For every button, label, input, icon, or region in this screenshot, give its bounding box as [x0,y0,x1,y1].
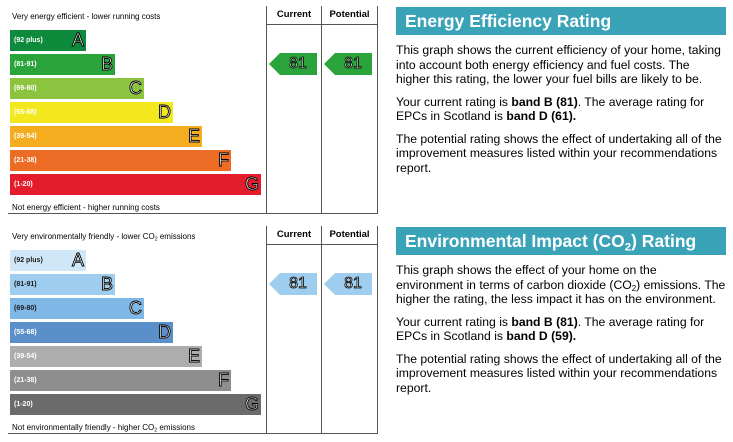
band-letter: B [100,274,114,295]
rating-bar-b: (81-91) B [10,274,115,295]
band-range: (69-80) [14,85,37,92]
env-paragraph-1: This graph shows the effect of your home… [396,263,726,306]
rating-bar-f: (21-38) F [10,150,231,171]
band-letter: C [129,298,143,319]
band-range: (21-38) [14,157,37,164]
env-paragraph-3: The potential rating shows the effect of… [396,351,722,395]
band-range: (92 plus) [14,257,43,264]
arrow-shape-icon [324,53,372,75]
env-heading: Environmental Impact (CO2) Rating [396,227,726,255]
environmental-impact-chart: Current Potential Very environmentally f… [8,226,378,434]
potential-column [321,6,378,214]
potential-column [321,226,378,434]
current-rating-arrow: 81 [269,273,317,295]
band-range: (39-54) [14,133,37,140]
top-label: Very energy efficient - lower running co… [12,12,161,21]
band-letter: G [244,174,260,195]
band-range: (81-91) [14,281,37,288]
band-letter: B [100,54,114,75]
arrow-shape-icon [269,53,317,75]
bottom-label: Not environmentally friendly - higher CO… [12,423,195,434]
band-range: (39-54) [14,353,37,360]
potential-rating-value: 81 [344,275,363,293]
band-letter: D [158,322,172,343]
env-text-panel: Environmental Impact (CO2) Rating This g… [396,227,726,395]
rating-bar-f: (21-38) F [10,370,231,391]
energy-paragraph-1: This graph shows the current efficiency … [396,43,721,86]
energy-efficiency-chart: Current Potential Very energy efficient … [8,6,378,214]
band-letter: E [187,346,201,367]
band-range: (92 plus) [14,37,43,44]
rating-bar-e: (39-54) E [10,126,202,147]
band-letter: C [129,78,143,99]
band-letter: A [71,30,85,51]
potential-header: Potential [322,6,377,25]
energy-text-panel: Energy Efficiency Rating This graph show… [396,7,726,175]
arrow-shape-icon [269,273,317,295]
band-range: (21-38) [14,377,37,384]
rating-bar-g: (1-20) G [10,174,261,195]
band-letter: A [71,250,85,271]
env-paragraph-2: Your current rating is band B (81). The … [396,314,705,344]
energy-paragraph-2: Your current rating is band B (81). The … [396,94,705,124]
rating-bar-a: (92 plus) A [10,30,86,51]
rating-bar-e: (39-54) E [10,346,202,367]
rating-bar-d: (55-68) D [10,102,173,123]
current-rating-arrow: 81 [269,53,317,75]
potential-rating-arrow: 81 [324,53,372,75]
band-range: (1-20) [14,401,33,408]
band-letter: D [158,102,172,123]
energy-heading: Energy Efficiency Rating [396,7,726,35]
rating-bar-d: (55-68) D [10,322,173,343]
chart-frame [8,226,266,434]
current-header: Current [267,226,321,245]
band-range: (69-80) [14,305,37,312]
band-range: (55-68) [14,109,37,116]
rating-bar-c: (69-80) C [10,78,144,99]
current-rating-value: 81 [289,275,308,293]
energy-paragraph-3: The potential rating shows the effect of… [396,131,722,175]
potential-rating-arrow: 81 [324,273,372,295]
bottom-label: Not energy efficient - higher running co… [12,203,160,212]
rating-bar-a: (92 plus) A [10,250,86,271]
current-rating-value: 81 [289,55,308,73]
band-range: (55-68) [14,329,37,336]
band-letter: E [187,126,201,147]
band-range: (1-20) [14,181,33,188]
band-letter: G [244,394,260,415]
band-range: (81-91) [14,61,37,68]
potential-rating-value: 81 [344,55,363,73]
top-label: Very environmentally friendly - lower CO… [12,232,196,243]
current-column [266,226,321,434]
potential-header: Potential [322,226,377,245]
band-letter: F [218,150,230,171]
chart-frame [8,6,266,214]
rating-bar-b: (81-91) B [10,54,115,75]
current-column [266,6,321,214]
rating-bar-c: (69-80) C [10,298,144,319]
arrow-shape-icon [324,273,372,295]
current-header: Current [267,6,321,25]
band-letter: F [218,370,230,391]
rating-bar-g: (1-20) G [10,394,261,415]
